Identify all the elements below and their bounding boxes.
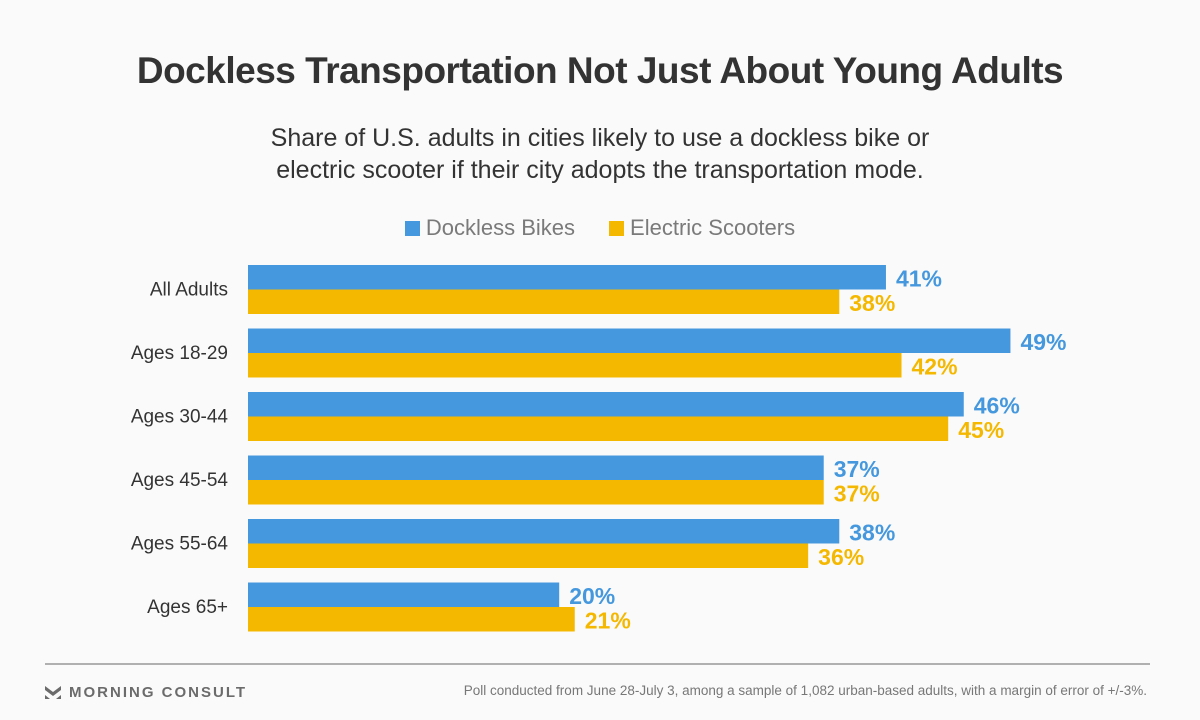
- data-label-scooters: 21%: [585, 608, 631, 634]
- legend-item-bikes: Dockless Bikes: [404, 215, 576, 241]
- category-label: Ages 30-44: [131, 407, 229, 428]
- category-label: Ages 18-29: [131, 343, 228, 364]
- subtitle-line-2: electric scooter if their city adopts th…: [276, 156, 924, 184]
- data-label-bikes: 38%: [849, 520, 895, 546]
- bar-scooters: [248, 353, 902, 378]
- footnote: Poll conducted from June 28-July 3, amon…: [463, 683, 1147, 698]
- data-label-bikes: 46%: [974, 393, 1020, 419]
- bar-bikes: [248, 455, 824, 480]
- data-label-scooters: 37%: [834, 481, 880, 507]
- category-label: Ages 55-64: [131, 534, 229, 555]
- category-label: Ages 65+: [147, 597, 228, 618]
- bar-bikes: [248, 519, 840, 544]
- data-label-bikes: 41%: [896, 266, 942, 292]
- data-label-bikes: 49%: [1020, 329, 1066, 355]
- bar-scooters: [248, 289, 840, 314]
- bar-bikes: [248, 265, 886, 290]
- data-label-scooters: 36%: [818, 544, 864, 570]
- bar-scooters: [248, 543, 809, 568]
- data-label-scooters: 42%: [912, 354, 958, 380]
- bar-scooters: [248, 480, 824, 505]
- legend-swatch-bikes: [404, 220, 420, 236]
- category-label: All Adults: [150, 280, 228, 301]
- data-label-bikes: 37%: [834, 456, 880, 482]
- subtitle-line-1: Share of U.S. adults in cities likely to…: [270, 124, 930, 152]
- legend-label-scooters: Electric Scooters: [630, 215, 796, 240]
- legend-item-scooters: Electric Scooters: [609, 215, 795, 241]
- category-label: Ages 45-54: [131, 470, 229, 491]
- morning-consult-logo-icon: [45, 685, 61, 699]
- chart-subtitle: Share of U.S. adults in cities likely to…: [0, 122, 1200, 186]
- legend-swatch-scooters: [609, 220, 625, 236]
- bar-scooters: [248, 607, 575, 632]
- data-label-scooters: 38%: [849, 290, 895, 316]
- legend-label-bikes: Dockless Bikes: [425, 215, 576, 240]
- legend: Dockless Bikes Electric Scooters: [0, 215, 1200, 241]
- bar-bikes: [248, 392, 964, 417]
- bar-chart: All Adults 41%38%Ages 18-29 49%42%Ages 30-…: [131, 265, 1066, 634]
- brand-name: MORNING CONSULT: [69, 684, 248, 701]
- chart-title: Dockless Transportation Not Just About Y…: [136, 50, 1064, 91]
- bar-scooters: [248, 416, 949, 441]
- bar-bikes: [248, 582, 560, 607]
- data-label-scooters: 45%: [958, 417, 1004, 443]
- bar-bikes: [248, 328, 1011, 353]
- data-label-bikes: 20%: [569, 583, 615, 609]
- brand-logo: MORNING CONSULT: [45, 684, 247, 701]
- footer-divider: [45, 663, 1150, 665]
